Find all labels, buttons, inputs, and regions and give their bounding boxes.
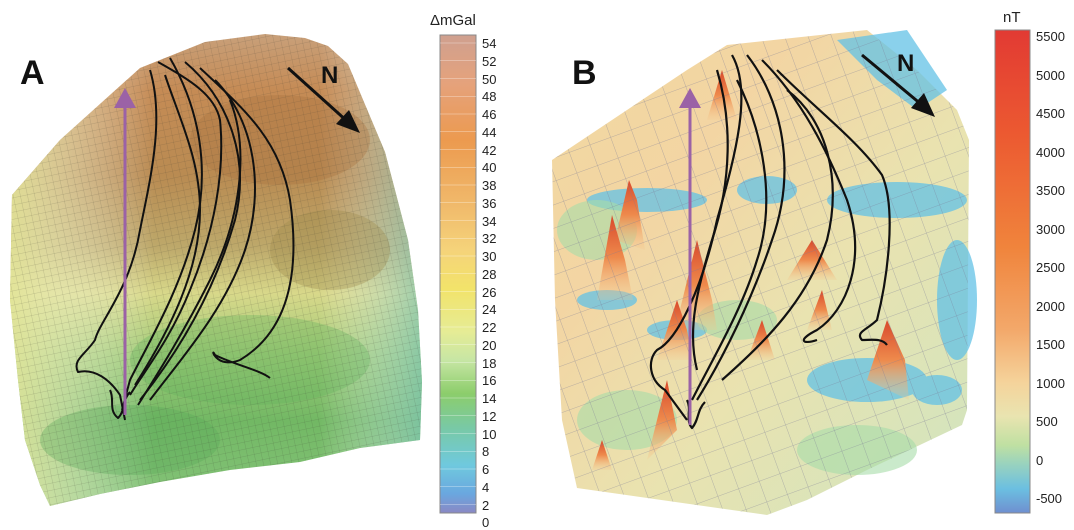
gravity-scale-tick-label: 36 bbox=[482, 195, 497, 211]
gravity-scale-tick-label: 0 bbox=[482, 515, 490, 530]
gravity-scale-tick-label: 42 bbox=[482, 142, 497, 158]
magnetic-surface-figure bbox=[552, 29, 1031, 515]
gravity-scale-tick-label: 4 bbox=[482, 479, 490, 495]
gravity-scale-tick-label: 2 bbox=[482, 497, 490, 513]
gravity-scale-tick-label: 10 bbox=[482, 426, 497, 442]
gravity-scale-tick-label: 34 bbox=[482, 213, 497, 229]
gravity-scale-tick-label: 30 bbox=[482, 249, 497, 264]
north-arrow-icon-b bbox=[861, 53, 923, 107]
surface-mesh bbox=[10, 34, 422, 506]
gravity-scale-tick-label: 32 bbox=[482, 231, 497, 247]
gravity-scale-tick-label: 14 bbox=[482, 391, 497, 406]
magnetic-scale-tick-label: 5500 bbox=[1036, 29, 1065, 44]
gravity-scale-tick-label: 52 bbox=[482, 53, 497, 69]
gravity-scale-tick-label: 12 bbox=[482, 408, 497, 424]
magnetic-scale-tick-label: 0 bbox=[1036, 452, 1044, 468]
track-lines bbox=[75, 57, 295, 421]
magnetic-scale-tick-label: -500 bbox=[1036, 491, 1063, 506]
magnetic-scale-tick-label: 1000 bbox=[1036, 375, 1065, 391]
magnetic-scale-tick-label: 3500 bbox=[1036, 183, 1065, 198]
gravity-scale-tick-label: 46 bbox=[482, 107, 497, 122]
gravity-surface-figure bbox=[10, 34, 477, 522]
magnetic-color-scale bbox=[994, 29, 1031, 514]
gravity-scale-tick-label: 44 bbox=[482, 124, 497, 140]
panel-b-letter: B bbox=[572, 54, 597, 92]
magnetic-scale-tick-label: 500 bbox=[1036, 414, 1058, 429]
gravity-scale-tick-label: 38 bbox=[482, 178, 497, 193]
gravity-scale-tick-label: 20 bbox=[482, 337, 497, 353]
panel-b-magnetic-map: B N nT 5500 5000 4500 4000 3500 3000 2500 2000 1… bbox=[537, 0, 1074, 522]
panel-a-north-label: N bbox=[321, 62, 339, 89]
magnetic-scale-tick-label: 3000 bbox=[1036, 221, 1065, 237]
direction-arrow-head-b bbox=[679, 88, 701, 108]
panel-a-scale-unit: ΔmGal bbox=[430, 12, 476, 29]
gravity-scale-tick-label: 54 bbox=[482, 36, 497, 51]
gravity-scale-tick-label: 40 bbox=[482, 160, 497, 176]
gravity-scale-tick-label: 6 bbox=[482, 462, 490, 477]
panel-b-scale-unit: nT bbox=[1003, 9, 1021, 26]
gravity-scale-tick-label: 8 bbox=[482, 444, 490, 460]
panel-a-gravity-map: A N ΔmGal 54 52 50 48 46 44 42 40 38 36 34 32 30 28 26… bbox=[0, 0, 520, 529]
track-lines-b bbox=[649, 54, 891, 430]
magnetic-scale-tick-label: 4000 bbox=[1036, 144, 1065, 160]
gravity-scale-tick-label: 50 bbox=[482, 71, 497, 87]
magnetic-scale-tick-label: 2000 bbox=[1036, 298, 1065, 314]
magnetic-scale-tick-label: 1500 bbox=[1036, 337, 1065, 352]
direction-arrow-head bbox=[114, 88, 136, 108]
panel-b-north-label: N bbox=[897, 50, 915, 77]
gravity-scale-tick-label: 28 bbox=[482, 266, 497, 282]
gravity-scale-tick-label: 26 bbox=[482, 284, 497, 300]
panel-a-letter: A bbox=[20, 54, 45, 92]
gravity-scale-tick-label: 16 bbox=[482, 373, 497, 389]
gravity-scale-tick-label: 18 bbox=[482, 355, 497, 371]
magnetic-scale-tick-label: 2500 bbox=[1036, 260, 1065, 275]
gravity-scale-tick-label: 22 bbox=[482, 320, 497, 335]
gravity-scale-tick-label: 24 bbox=[482, 302, 497, 318]
magnetic-scale-tick-label: 5000 bbox=[1036, 67, 1065, 83]
magnetic-scale-tick-label: 4500 bbox=[1036, 106, 1065, 121]
north-arrow-icon bbox=[286, 66, 350, 124]
gravity-scale-tick-label: 48 bbox=[482, 89, 497, 105]
